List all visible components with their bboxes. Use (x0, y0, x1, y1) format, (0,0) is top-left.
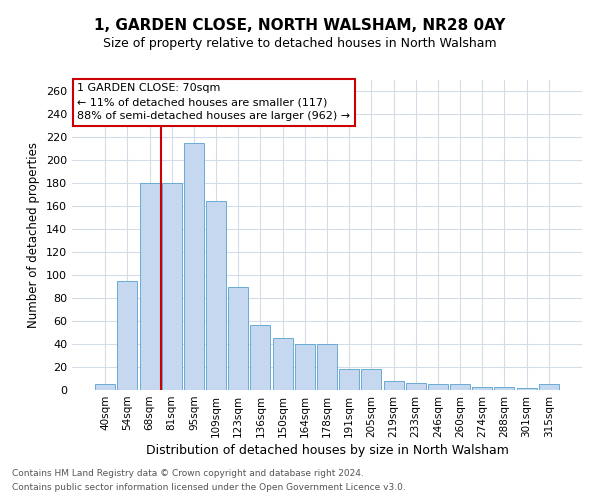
X-axis label: Distribution of detached houses by size in North Walsham: Distribution of detached houses by size … (146, 444, 508, 457)
Bar (140, 184, 160, 390)
Bar (406, 383, 426, 390)
Bar (317, 344, 337, 390)
Bar (162, 184, 182, 390)
Bar (206, 200, 226, 390)
Bar (472, 386, 492, 390)
Bar (184, 143, 204, 390)
Y-axis label: Number of detached properties: Number of detached properties (28, 142, 40, 328)
Text: Contains public sector information licensed under the Open Government Licence v3: Contains public sector information licen… (12, 484, 406, 492)
Bar (517, 388, 536, 390)
Bar (228, 286, 248, 390)
Text: Contains HM Land Registry data © Crown copyright and database right 2024.: Contains HM Land Registry data © Crown c… (12, 468, 364, 477)
Text: 1 GARDEN CLOSE: 70sqm
← 11% of detached houses are smaller (117)
88% of semi-det: 1 GARDEN CLOSE: 70sqm ← 11% of detached … (77, 83, 350, 121)
Text: Size of property relative to detached houses in North Walsham: Size of property relative to detached ho… (103, 38, 497, 51)
Bar (428, 384, 448, 390)
Bar (272, 338, 293, 390)
Bar (339, 370, 359, 390)
Bar (250, 324, 271, 390)
Bar (450, 384, 470, 390)
Bar (361, 370, 382, 390)
Text: 1, GARDEN CLOSE, NORTH WALSHAM, NR28 0AY: 1, GARDEN CLOSE, NORTH WALSHAM, NR28 0AY (94, 18, 506, 32)
Bar (494, 386, 514, 390)
Bar (383, 381, 404, 390)
Bar (95, 384, 115, 390)
Bar (118, 281, 137, 390)
Bar (539, 384, 559, 390)
Bar (295, 344, 315, 390)
